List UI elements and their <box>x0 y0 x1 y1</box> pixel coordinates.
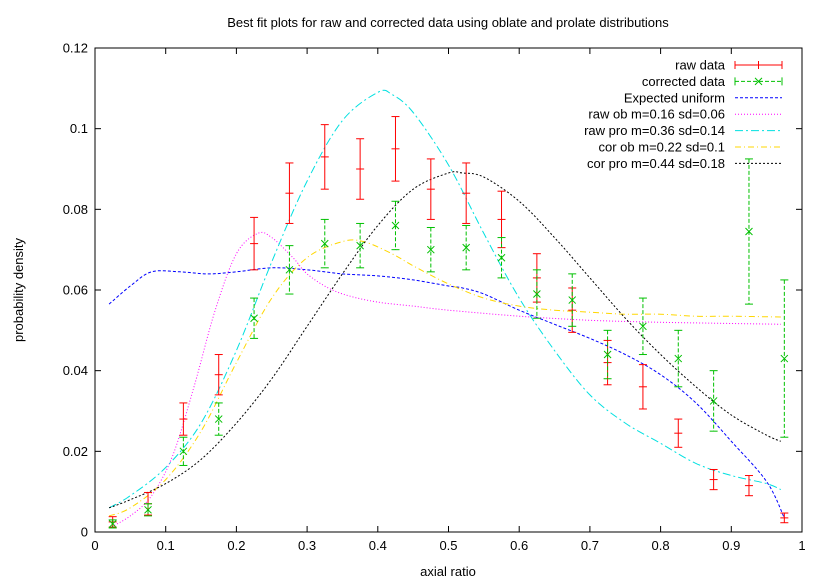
data-point-marker <box>603 350 612 359</box>
legend-label: raw data <box>675 58 726 73</box>
data-point-marker <box>179 447 188 456</box>
data-point-marker <box>709 397 718 405</box>
legend-label: raw ob m=0.16 sd=0.06 <box>588 107 725 122</box>
series-line <box>108 267 785 519</box>
plot-frame <box>94 47 803 533</box>
chart-title: Best fit plots for raw and corrected dat… <box>227 15 669 30</box>
legend-label: Expected uniform <box>624 90 725 105</box>
x-tick-label: 0.4 <box>369 538 387 553</box>
legend-label: raw pro m=0.36 sd=0.14 <box>584 123 725 138</box>
x-tick-label: 0.7 <box>581 538 599 553</box>
data-point-marker <box>639 322 647 331</box>
x-tick-label: 0.9 <box>722 538 740 553</box>
data-point-marker <box>108 520 117 528</box>
series-line <box>108 239 781 517</box>
data-point-marker <box>674 354 683 363</box>
data-point-marker <box>356 241 364 250</box>
x-tick-label: 0.2 <box>227 538 245 553</box>
data-point-marker <box>391 221 400 230</box>
data-point-marker <box>214 415 223 423</box>
axis-ticks: 0 0.1 0.2 0.3 0.4 0.5 0.6 0.7 0.8 0.9 1 0 0.02 0.04 0.… <box>63 41 806 554</box>
series-line <box>108 231 781 529</box>
x-axis-label: axial ratio <box>420 564 476 579</box>
data-point-marker <box>497 253 506 262</box>
data-point-marker <box>568 296 577 304</box>
data-point-marker <box>780 354 789 363</box>
x-tick-label: 0.3 <box>298 538 316 553</box>
series-line <box>108 171 782 509</box>
legend-label: cor pro m=0.44 sd=0.18 <box>587 156 725 171</box>
y-tick-label: 0 <box>81 525 88 540</box>
data-point-marker <box>533 290 541 298</box>
data-point-marker <box>462 243 471 252</box>
x-tick-label: 1 <box>798 538 805 553</box>
x-tick-label: 0.6 <box>510 538 528 553</box>
series-line <box>108 89 782 509</box>
x-tick-label: 0.1 <box>157 538 175 553</box>
x-tick-label: 0.8 <box>652 538 670 553</box>
data-point-marker <box>250 314 258 323</box>
plot-errorbars <box>108 116 789 529</box>
x-tick-label: 0.5 <box>439 538 457 553</box>
legend-swatch-marker <box>754 77 763 86</box>
y-tick-label: 0.02 <box>63 444 88 459</box>
plot-lines <box>108 89 785 529</box>
data-point-marker <box>320 239 329 248</box>
data-point-marker <box>144 505 152 514</box>
legend-label: cor ob m=0.22 sd=0.1 <box>599 140 725 155</box>
data-point-marker <box>745 227 753 236</box>
data-point-marker <box>285 265 294 274</box>
y-tick-label: 0.12 <box>63 41 88 56</box>
legend-label: corrected data <box>642 74 726 89</box>
y-tick-label: 0.08 <box>63 202 88 217</box>
y-tick-label: 0.04 <box>63 363 88 378</box>
y-tick-label: 0.1 <box>70 121 88 136</box>
data-point-marker <box>426 245 435 254</box>
y-tick-label: 0.06 <box>63 283 88 298</box>
x-tick-label: 0 <box>91 538 98 553</box>
y-axis-label: probability density <box>11 237 26 342</box>
